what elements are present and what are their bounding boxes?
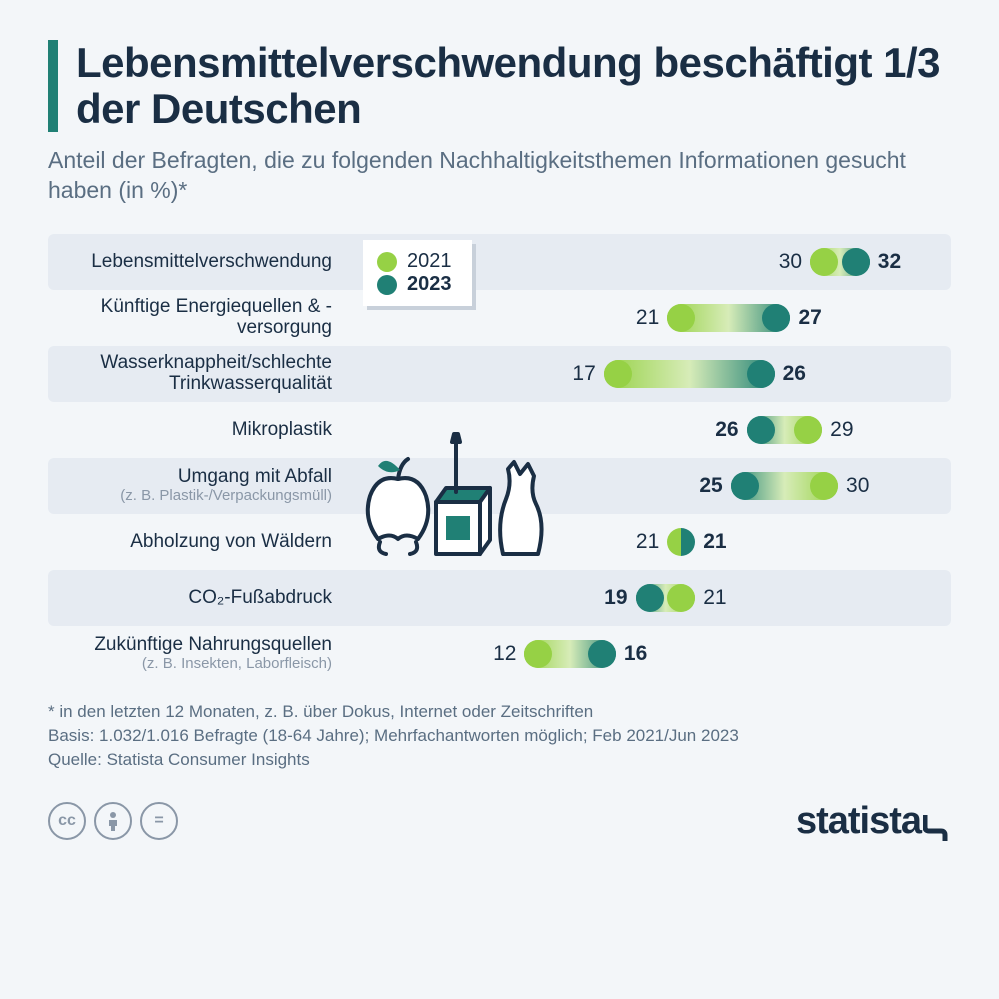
- row-label: Lebensmittelverschwendung: [48, 252, 348, 273]
- nd-icon: =: [140, 802, 178, 840]
- dot-2023: [762, 304, 790, 332]
- chart-row: Lebensmittelverschwendung 30 32: [48, 234, 951, 290]
- footnote: * in den letzten 12 Monaten, z. B. über …: [48, 700, 951, 771]
- row-label: Umgang mit Abfall(z. B. Plastik-/Verpack…: [48, 467, 348, 504]
- value-2023: 16: [624, 642, 647, 666]
- row-label: CO₂-Fußabdruck: [48, 588, 348, 609]
- chart-row: Zukünftige Nahrungsquellen(z. B. Insekte…: [48, 626, 951, 682]
- value-2023: 19: [604, 586, 627, 610]
- legend-label-2021: 2021: [407, 250, 452, 273]
- dot-2021: [667, 304, 695, 332]
- food-waste-icon: [358, 424, 548, 574]
- row-label: Mikroplastik: [48, 420, 348, 441]
- value-2021: 21: [703, 586, 726, 610]
- dot-2023: [747, 416, 775, 444]
- accent-bar: [48, 40, 58, 132]
- legend-item-2021: 2021: [377, 250, 452, 273]
- dot-2023: [842, 248, 870, 276]
- dot-2021: [794, 416, 822, 444]
- value-2023: 26: [783, 362, 806, 386]
- chart-row: Wasserknappheit/schlechte Trinkwasserqua…: [48, 346, 951, 402]
- chart-row: Künftige Energiequellen & -versorgung 21 2…: [48, 290, 951, 346]
- row-plot: 1726: [348, 346, 951, 402]
- value-2023: 26: [715, 418, 738, 442]
- dot-2021: [524, 640, 552, 668]
- value-2021: 17: [572, 362, 595, 386]
- footnote-line1: * in den letzten 12 Monaten, z. B. über …: [48, 702, 593, 721]
- row-label: Künftige Energiequellen & -versorgung: [48, 297, 348, 339]
- chart-title: Lebensmittelverschwendung beschäftigt 1/…: [76, 40, 951, 132]
- dot-2023: [588, 640, 616, 668]
- value-2021: 29: [830, 418, 853, 442]
- footnote-line3: Quelle: Statista Consumer Insights: [48, 750, 310, 769]
- header: Lebensmittelverschwendung beschäftigt 1/…: [48, 40, 951, 132]
- dot-split: [667, 528, 695, 556]
- footer: cc = statista: [48, 800, 951, 843]
- chart-subtitle: Anteil der Befragten, die zu folgenden N…: [48, 146, 951, 206]
- dot-2021: [604, 360, 632, 388]
- value-2023: 21: [703, 530, 726, 554]
- value-2021: 21: [636, 530, 659, 554]
- value-2023: 25: [699, 474, 722, 498]
- statista-logo: statista: [796, 800, 951, 843]
- dot-2023: [731, 472, 759, 500]
- legend: 2021 2023: [363, 240, 472, 306]
- logo-text: statista: [796, 800, 921, 843]
- dot-2023: [636, 584, 664, 612]
- value-2021: 30: [846, 474, 869, 498]
- by-icon: [94, 802, 132, 840]
- value-2021: 21: [636, 306, 659, 330]
- value-2021: 12: [493, 642, 516, 666]
- row-label: Zukünftige Nahrungsquellen(z. B. Insekte…: [48, 635, 348, 672]
- row-sublabel: (z. B. Insekten, Laborfleisch): [48, 656, 332, 673]
- value-2021: 30: [779, 250, 802, 274]
- value-2023: 27: [798, 306, 821, 330]
- legend-item-2023: 2023: [377, 273, 452, 296]
- row-label: Wasserknappheit/schlechte Trinkwasserqua…: [48, 353, 348, 395]
- dot-2021: [810, 248, 838, 276]
- cc-icon: cc: [48, 802, 86, 840]
- value-2023: 32: [878, 250, 901, 274]
- row-plot: 12 16: [348, 626, 951, 682]
- chart-row: CO₂-Fußabdruck1921: [48, 570, 951, 626]
- legend-dot-2023: [377, 275, 397, 295]
- dot-2023: [747, 360, 775, 388]
- legend-dot-2021: [377, 252, 397, 272]
- dot-2021: [667, 584, 695, 612]
- license-icons: cc =: [48, 802, 178, 840]
- row-label: Abholzung von Wäldern: [48, 532, 348, 553]
- row-plot: 1921: [348, 570, 951, 626]
- footnote-line2: Basis: 1.032/1.016 Befragte (18-64 Jahre…: [48, 726, 739, 745]
- row-sublabel: (z. B. Plastik-/Verpackungsmüll): [48, 488, 332, 505]
- dot-2021: [810, 472, 838, 500]
- legend-label-2023: 2023: [407, 273, 452, 296]
- dot-plot-chart: 2021 2023 Lebensmittelverschwendung 30 32 K…: [48, 234, 951, 682]
